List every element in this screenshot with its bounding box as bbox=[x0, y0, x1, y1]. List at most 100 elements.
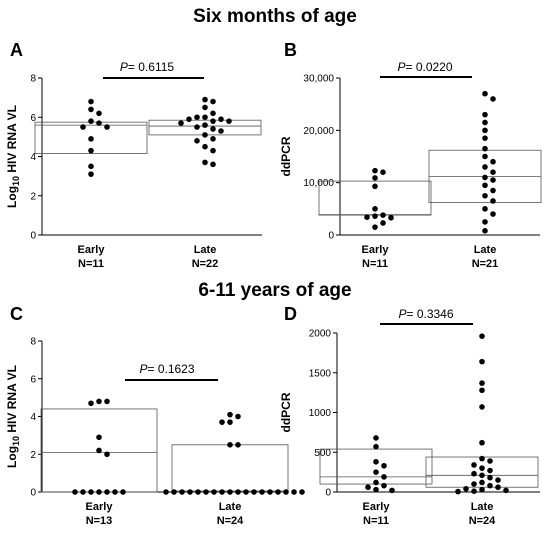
data-point bbox=[389, 487, 395, 494]
data-point bbox=[482, 145, 488, 152]
data-point bbox=[203, 489, 209, 495]
data-point bbox=[482, 182, 488, 189]
y-axis-label: ddPCR bbox=[279, 392, 293, 432]
data-point bbox=[210, 126, 216, 132]
data-point bbox=[194, 124, 200, 130]
data-point bbox=[380, 220, 386, 226]
data-point bbox=[96, 398, 102, 405]
pvalue-label: P= 0.6115 bbox=[120, 60, 174, 74]
data-point bbox=[104, 451, 110, 458]
y-tick-label: 500 bbox=[314, 448, 331, 459]
group-late: Late N=22 bbox=[148, 96, 262, 270]
data-point bbox=[373, 435, 379, 441]
data-point bbox=[490, 158, 496, 165]
data-point bbox=[267, 489, 273, 495]
pvalue-label: P= 0.0220 bbox=[397, 60, 452, 74]
data-point bbox=[226, 118, 232, 124]
data-point bbox=[235, 413, 241, 420]
section-title-six-months: Six months of age bbox=[193, 6, 357, 27]
chart-panel-A: A 0 2 4 6 8 Log10 HIV RNA VL Early N=11 Late N=22 P… bbox=[5, 40, 262, 270]
data-point bbox=[202, 122, 208, 128]
data-point bbox=[490, 177, 496, 183]
data-point bbox=[479, 455, 485, 462]
data-point bbox=[88, 147, 94, 154]
data-point bbox=[479, 358, 485, 365]
data-point bbox=[372, 206, 378, 212]
group-early: Early N=11 bbox=[319, 435, 433, 527]
x-category-label: Late bbox=[471, 501, 494, 513]
data-point bbox=[88, 489, 94, 495]
data-point bbox=[88, 98, 94, 105]
data-point bbox=[171, 489, 177, 495]
data-point bbox=[463, 486, 469, 492]
data-point bbox=[479, 479, 485, 486]
data-point bbox=[235, 489, 241, 495]
x-category-label: Late bbox=[194, 244, 217, 256]
data-point bbox=[163, 489, 169, 495]
x-category-label: Early bbox=[363, 501, 391, 513]
x-category-n: N=24 bbox=[469, 515, 496, 527]
data-point bbox=[364, 214, 370, 221]
x-category-n: N=24 bbox=[217, 515, 244, 527]
data-point bbox=[227, 419, 233, 425]
data-point bbox=[72, 489, 78, 495]
data-point bbox=[227, 442, 233, 448]
data-point bbox=[227, 411, 233, 418]
data-point bbox=[487, 467, 493, 474]
y-tick-label: 0 bbox=[325, 488, 331, 499]
data-point bbox=[112, 489, 118, 495]
data-point bbox=[479, 387, 485, 394]
data-point bbox=[381, 474, 387, 480]
data-point bbox=[210, 98, 216, 105]
y-tick-label: 6 bbox=[30, 113, 36, 124]
box-iqr bbox=[171, 444, 289, 493]
data-point bbox=[482, 111, 488, 118]
data-point bbox=[482, 90, 488, 97]
data-point bbox=[202, 96, 208, 103]
data-point bbox=[487, 458, 493, 464]
group-late: Late N=24 bbox=[425, 333, 539, 527]
y-tick-label: 2 bbox=[30, 450, 36, 461]
data-point bbox=[218, 128, 224, 134]
data-point bbox=[372, 224, 378, 230]
data-point bbox=[210, 136, 216, 142]
data-point bbox=[479, 472, 485, 479]
data-point bbox=[490, 198, 496, 204]
data-point bbox=[479, 380, 485, 386]
data-point bbox=[482, 174, 488, 181]
x-category-n: N=11 bbox=[362, 258, 388, 270]
data-point bbox=[372, 167, 378, 174]
data-point bbox=[482, 219, 488, 225]
data-point bbox=[482, 119, 488, 126]
y-tick-label: 30,000 bbox=[303, 74, 334, 85]
x-category-n: N=11 bbox=[363, 515, 389, 527]
y-tick-label: 0 bbox=[30, 488, 36, 499]
data-point bbox=[471, 488, 477, 495]
data-point bbox=[104, 489, 110, 495]
data-point bbox=[88, 163, 94, 170]
data-point bbox=[210, 147, 216, 154]
data-point bbox=[482, 206, 488, 212]
data-point bbox=[202, 132, 208, 138]
data-point bbox=[219, 489, 225, 495]
data-point bbox=[210, 161, 216, 168]
data-point bbox=[88, 171, 94, 177]
panel-letter: C bbox=[10, 304, 23, 324]
x-category-label: Early bbox=[362, 244, 390, 256]
data-point bbox=[96, 434, 102, 441]
data-point bbox=[120, 489, 126, 495]
data-point bbox=[479, 333, 485, 339]
x-category-label: Early bbox=[78, 244, 106, 256]
data-point bbox=[482, 135, 488, 141]
x-category-label: Late bbox=[474, 244, 497, 256]
data-point bbox=[299, 489, 305, 495]
data-point bbox=[479, 486, 485, 493]
data-point bbox=[482, 164, 488, 170]
data-point bbox=[372, 213, 378, 219]
data-point bbox=[291, 489, 297, 495]
data-point bbox=[195, 489, 201, 495]
data-point bbox=[210, 118, 216, 124]
data-point bbox=[202, 104, 208, 111]
group-early: Early N=13 bbox=[40, 398, 158, 527]
